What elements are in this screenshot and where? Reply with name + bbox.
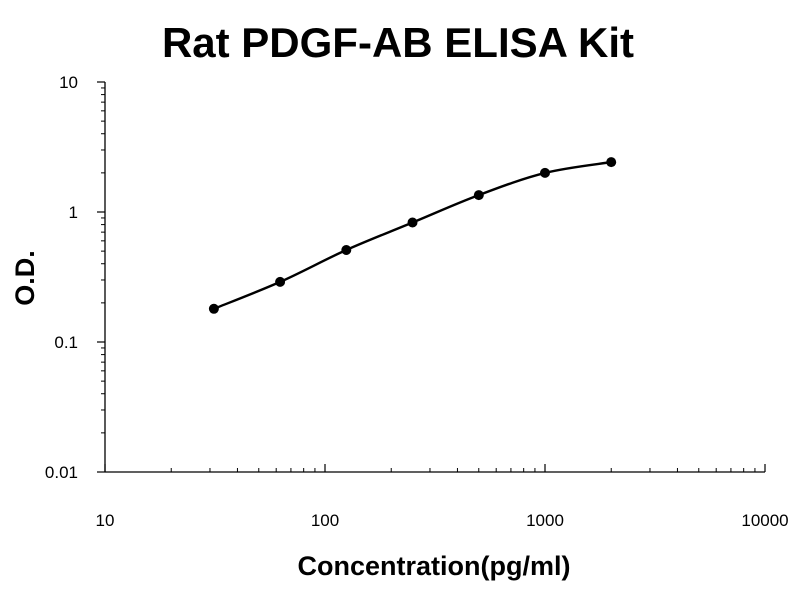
axes — [97, 81, 766, 473]
x-tick-label: 10 — [96, 511, 115, 530]
x-tick-label: 100 — [311, 511, 339, 530]
tick-labels: 0.01 0.1 1 10 10 100 1000 10000 — [45, 73, 789, 530]
fit-curve-group — [213, 160, 612, 310]
y-tick-label: 10 — [59, 73, 78, 92]
data-point — [407, 217, 418, 228]
data-point — [341, 245, 352, 255]
data-point — [540, 167, 550, 178]
y-tick-label: 0.01 — [45, 463, 78, 482]
x-tick-label: 10000 — [741, 511, 788, 530]
x-axis-title: Concentration(pg/ml) — [298, 551, 571, 581]
data-point — [473, 190, 484, 201]
y-axis-title: O.D. — [10, 250, 40, 306]
fit-curve — [213, 160, 612, 310]
y-tick-label: 0.1 — [54, 333, 78, 352]
x-tick-label: 1000 — [526, 511, 564, 530]
data-point — [606, 157, 617, 168]
y-tick-label: 1 — [69, 203, 78, 222]
data-point — [275, 276, 286, 287]
data-points — [208, 157, 617, 314]
data-point — [208, 303, 219, 314]
chart-title: Rat PDGF-AB ELISA Kit — [162, 19, 634, 66]
